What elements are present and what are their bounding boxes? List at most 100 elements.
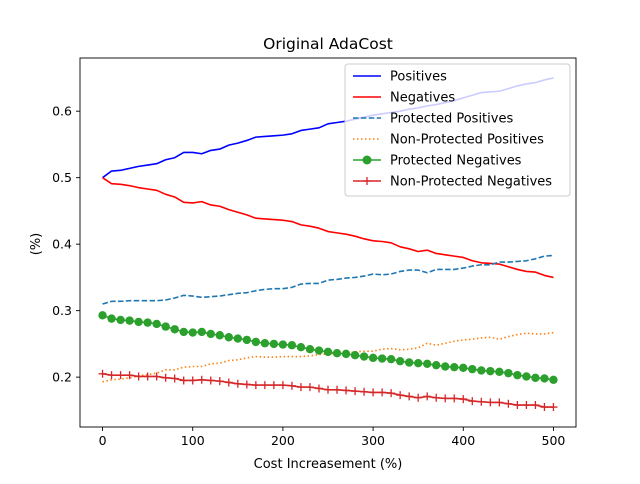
data-point bbox=[513, 370, 522, 380]
data-point bbox=[459, 363, 468, 373]
data-point bbox=[405, 392, 414, 401]
data-point bbox=[423, 359, 432, 369]
data-point bbox=[134, 372, 143, 381]
data-point bbox=[170, 325, 179, 334]
data-point bbox=[170, 374, 179, 383]
data-point bbox=[305, 345, 315, 354]
data-point bbox=[441, 362, 450, 371]
y-axis-label: (%) bbox=[29, 233, 44, 256]
data-point bbox=[107, 314, 116, 323]
data-point bbox=[495, 398, 504, 407]
legend: Positives Negatives Protected Positives Non… bbox=[344, 63, 571, 197]
data-point bbox=[125, 371, 134, 380]
data-point bbox=[296, 383, 305, 392]
data-point bbox=[242, 380, 251, 389]
x-axis-label: Cost Increasement (%) bbox=[254, 457, 403, 472]
data-point bbox=[206, 329, 215, 339]
legend-label: Non-Protected Negatives bbox=[390, 175, 552, 190]
data-point bbox=[522, 372, 531, 381]
legend-label: Positives bbox=[390, 70, 447, 85]
data-point bbox=[432, 393, 441, 402]
data-point bbox=[296, 343, 306, 352]
x-tick-label: 500 bbox=[542, 433, 566, 448]
x-tick-label: 300 bbox=[361, 433, 385, 448]
legend-item-negatives: Negatives bbox=[353, 91, 455, 106]
data-point bbox=[233, 379, 242, 388]
data-point bbox=[125, 316, 134, 325]
x-tick-label: 200 bbox=[271, 433, 295, 448]
data-point bbox=[468, 397, 477, 406]
data-point bbox=[404, 358, 414, 367]
data-point bbox=[495, 367, 504, 377]
legend-item-protected-positives: Protected Positives bbox=[353, 112, 513, 127]
data-point bbox=[197, 327, 206, 337]
data-point bbox=[287, 341, 297, 350]
series-negatives bbox=[102, 177, 554, 279]
x-tick-label: 100 bbox=[181, 433, 205, 448]
data-point bbox=[305, 383, 314, 392]
data-point bbox=[314, 346, 324, 355]
legend-item-non-protected-positives: Non-Protected Positives bbox=[353, 133, 544, 148]
y-tick-label: 0.3 bbox=[52, 303, 72, 318]
data-point bbox=[477, 397, 486, 406]
data-point bbox=[287, 381, 296, 390]
data-point bbox=[368, 353, 378, 363]
legend-box bbox=[344, 63, 571, 197]
data-point bbox=[333, 385, 342, 394]
data-point bbox=[351, 387, 360, 396]
data-point bbox=[269, 381, 278, 390]
data-point bbox=[152, 319, 161, 329]
data-point bbox=[188, 376, 197, 385]
data-point bbox=[468, 364, 477, 374]
series-layer bbox=[98, 77, 558, 412]
data-point bbox=[531, 401, 540, 410]
x-tick-label: 0 bbox=[99, 433, 107, 448]
data-point bbox=[342, 386, 351, 395]
data-point bbox=[459, 395, 468, 404]
data-point bbox=[504, 368, 513, 378]
data-point bbox=[224, 378, 233, 387]
y-tick-label: 0.6 bbox=[52, 104, 72, 119]
data-point bbox=[486, 398, 495, 407]
data-point bbox=[396, 391, 405, 400]
data-point bbox=[522, 401, 531, 410]
data-point bbox=[260, 381, 269, 390]
data-point bbox=[242, 335, 252, 345]
data-point bbox=[450, 394, 459, 403]
data-point bbox=[386, 354, 396, 364]
data-point bbox=[414, 393, 423, 402]
data-point bbox=[441, 394, 450, 403]
data-point bbox=[486, 366, 495, 376]
legend-item-positives: Positives bbox=[353, 70, 447, 85]
data-point bbox=[395, 356, 405, 366]
legend-swatch-marker bbox=[363, 177, 371, 185]
data-point bbox=[161, 322, 170, 331]
plot-frame bbox=[79, 57, 577, 428]
series-non-protected-negatives bbox=[98, 369, 558, 412]
data-point bbox=[341, 349, 351, 359]
data-point bbox=[107, 371, 116, 380]
data-point bbox=[332, 349, 342, 358]
data-point bbox=[531, 373, 540, 382]
data-point bbox=[152, 372, 161, 381]
data-point bbox=[513, 401, 522, 410]
y-tick-label: 0.2 bbox=[52, 370, 72, 385]
data-point bbox=[260, 339, 270, 348]
data-point bbox=[116, 371, 125, 380]
data-point bbox=[206, 376, 215, 385]
legend-label: Non-Protected Positives bbox=[390, 133, 544, 148]
data-point bbox=[179, 376, 188, 385]
data-point bbox=[278, 340, 288, 349]
x-tick-label: 400 bbox=[451, 433, 475, 448]
data-point bbox=[549, 403, 558, 412]
data-point bbox=[378, 388, 387, 397]
data-point bbox=[477, 366, 486, 375]
series-line-protected-positives bbox=[102, 254, 554, 305]
data-point bbox=[387, 389, 396, 398]
data-point bbox=[251, 381, 260, 390]
data-point bbox=[98, 369, 107, 378]
legend-item-protected-negatives: Protected Negatives bbox=[353, 154, 522, 169]
data-point bbox=[116, 315, 125, 325]
series-protected-negatives bbox=[98, 311, 558, 384]
